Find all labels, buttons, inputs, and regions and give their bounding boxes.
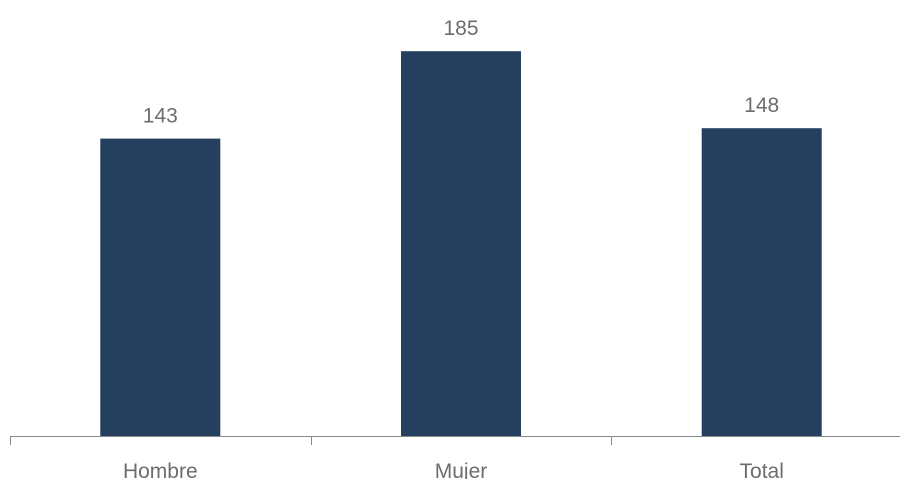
- value-label-mujer: 185: [443, 17, 478, 40]
- bar-hombre: [100, 139, 220, 436]
- x-tick-label-total: Total: [740, 460, 784, 479]
- x-tick-label-mujer: Mujer: [435, 460, 488, 479]
- bars-group: [100, 51, 821, 436]
- value-label-hombre: 143: [143, 105, 178, 128]
- x-tick-label-hombre: Hombre: [123, 460, 198, 479]
- x-tick-labels-group: Hombre Mujer Total: [123, 460, 784, 479]
- x-axis: [10, 436, 900, 445]
- value-label-total: 148: [744, 94, 779, 117]
- bar-mujer: [401, 51, 521, 436]
- bar-total: [702, 128, 822, 436]
